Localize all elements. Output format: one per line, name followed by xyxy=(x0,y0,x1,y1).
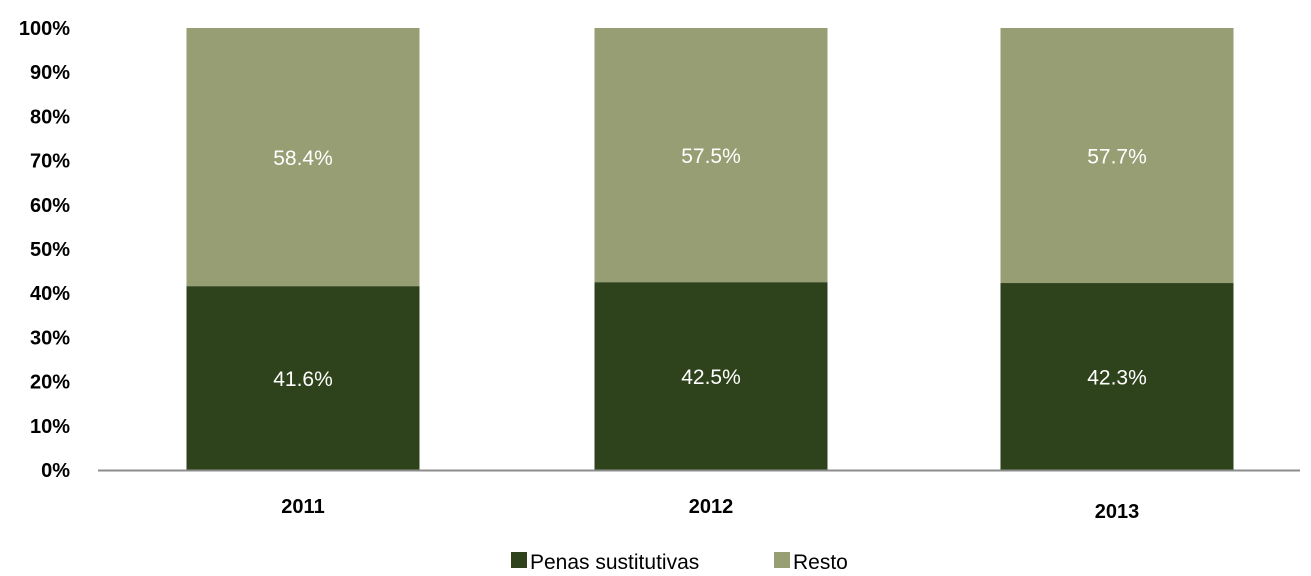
legend-label-penas-sustitutivas: Penas sustitutivas xyxy=(530,551,699,574)
y-tick-label: 100% xyxy=(19,18,70,40)
x-tick-label: 2011 xyxy=(281,496,324,518)
legend-swatch-penas-sustitutivas xyxy=(511,552,527,568)
y-tick-label: 70% xyxy=(30,151,70,173)
data-labels: 41.6% 58.4% 42.5% 57.5% 42.3% 57.7% xyxy=(273,145,1147,391)
x-axis: 2011 2012 2013 xyxy=(281,496,1139,523)
data-label: 57.5% xyxy=(681,145,741,168)
y-tick-label: 0% xyxy=(41,460,70,482)
bar-segment xyxy=(594,282,828,470)
legend: Penas sustitutivas Resto xyxy=(511,551,848,574)
y-tick-label: 40% xyxy=(30,283,70,305)
bar-segment xyxy=(594,28,828,283)
y-tick-label: 30% xyxy=(30,327,70,349)
bar-segment xyxy=(186,28,420,287)
bar-segment xyxy=(1000,28,1234,284)
legend-label-resto: Resto xyxy=(793,551,848,574)
data-label: 57.7% xyxy=(1087,146,1147,169)
y-tick-label: 60% xyxy=(30,195,70,217)
data-label: 42.5% xyxy=(681,366,741,389)
data-label: 42.3% xyxy=(1087,367,1147,390)
x-tick-label: 2012 xyxy=(689,496,734,518)
bar-segment xyxy=(1000,283,1234,470)
y-tick-label: 90% xyxy=(30,62,70,84)
data-label: 58.4% xyxy=(273,147,333,170)
y-tick-label: 50% xyxy=(30,239,70,261)
data-label: 41.6% xyxy=(273,368,333,391)
y-tick-label: 20% xyxy=(30,372,70,394)
legend-swatch-resto xyxy=(774,552,790,568)
bar-segment xyxy=(186,286,420,470)
y-tick-label: 10% xyxy=(30,416,70,438)
bars xyxy=(186,28,1234,470)
y-axis: 0% 10% 20% 30% 40% 50% 60% 70% 80% 90% 100% xyxy=(19,18,70,482)
x-tick-label: 2013 xyxy=(1095,501,1140,523)
y-tick-label: 80% xyxy=(30,106,70,128)
